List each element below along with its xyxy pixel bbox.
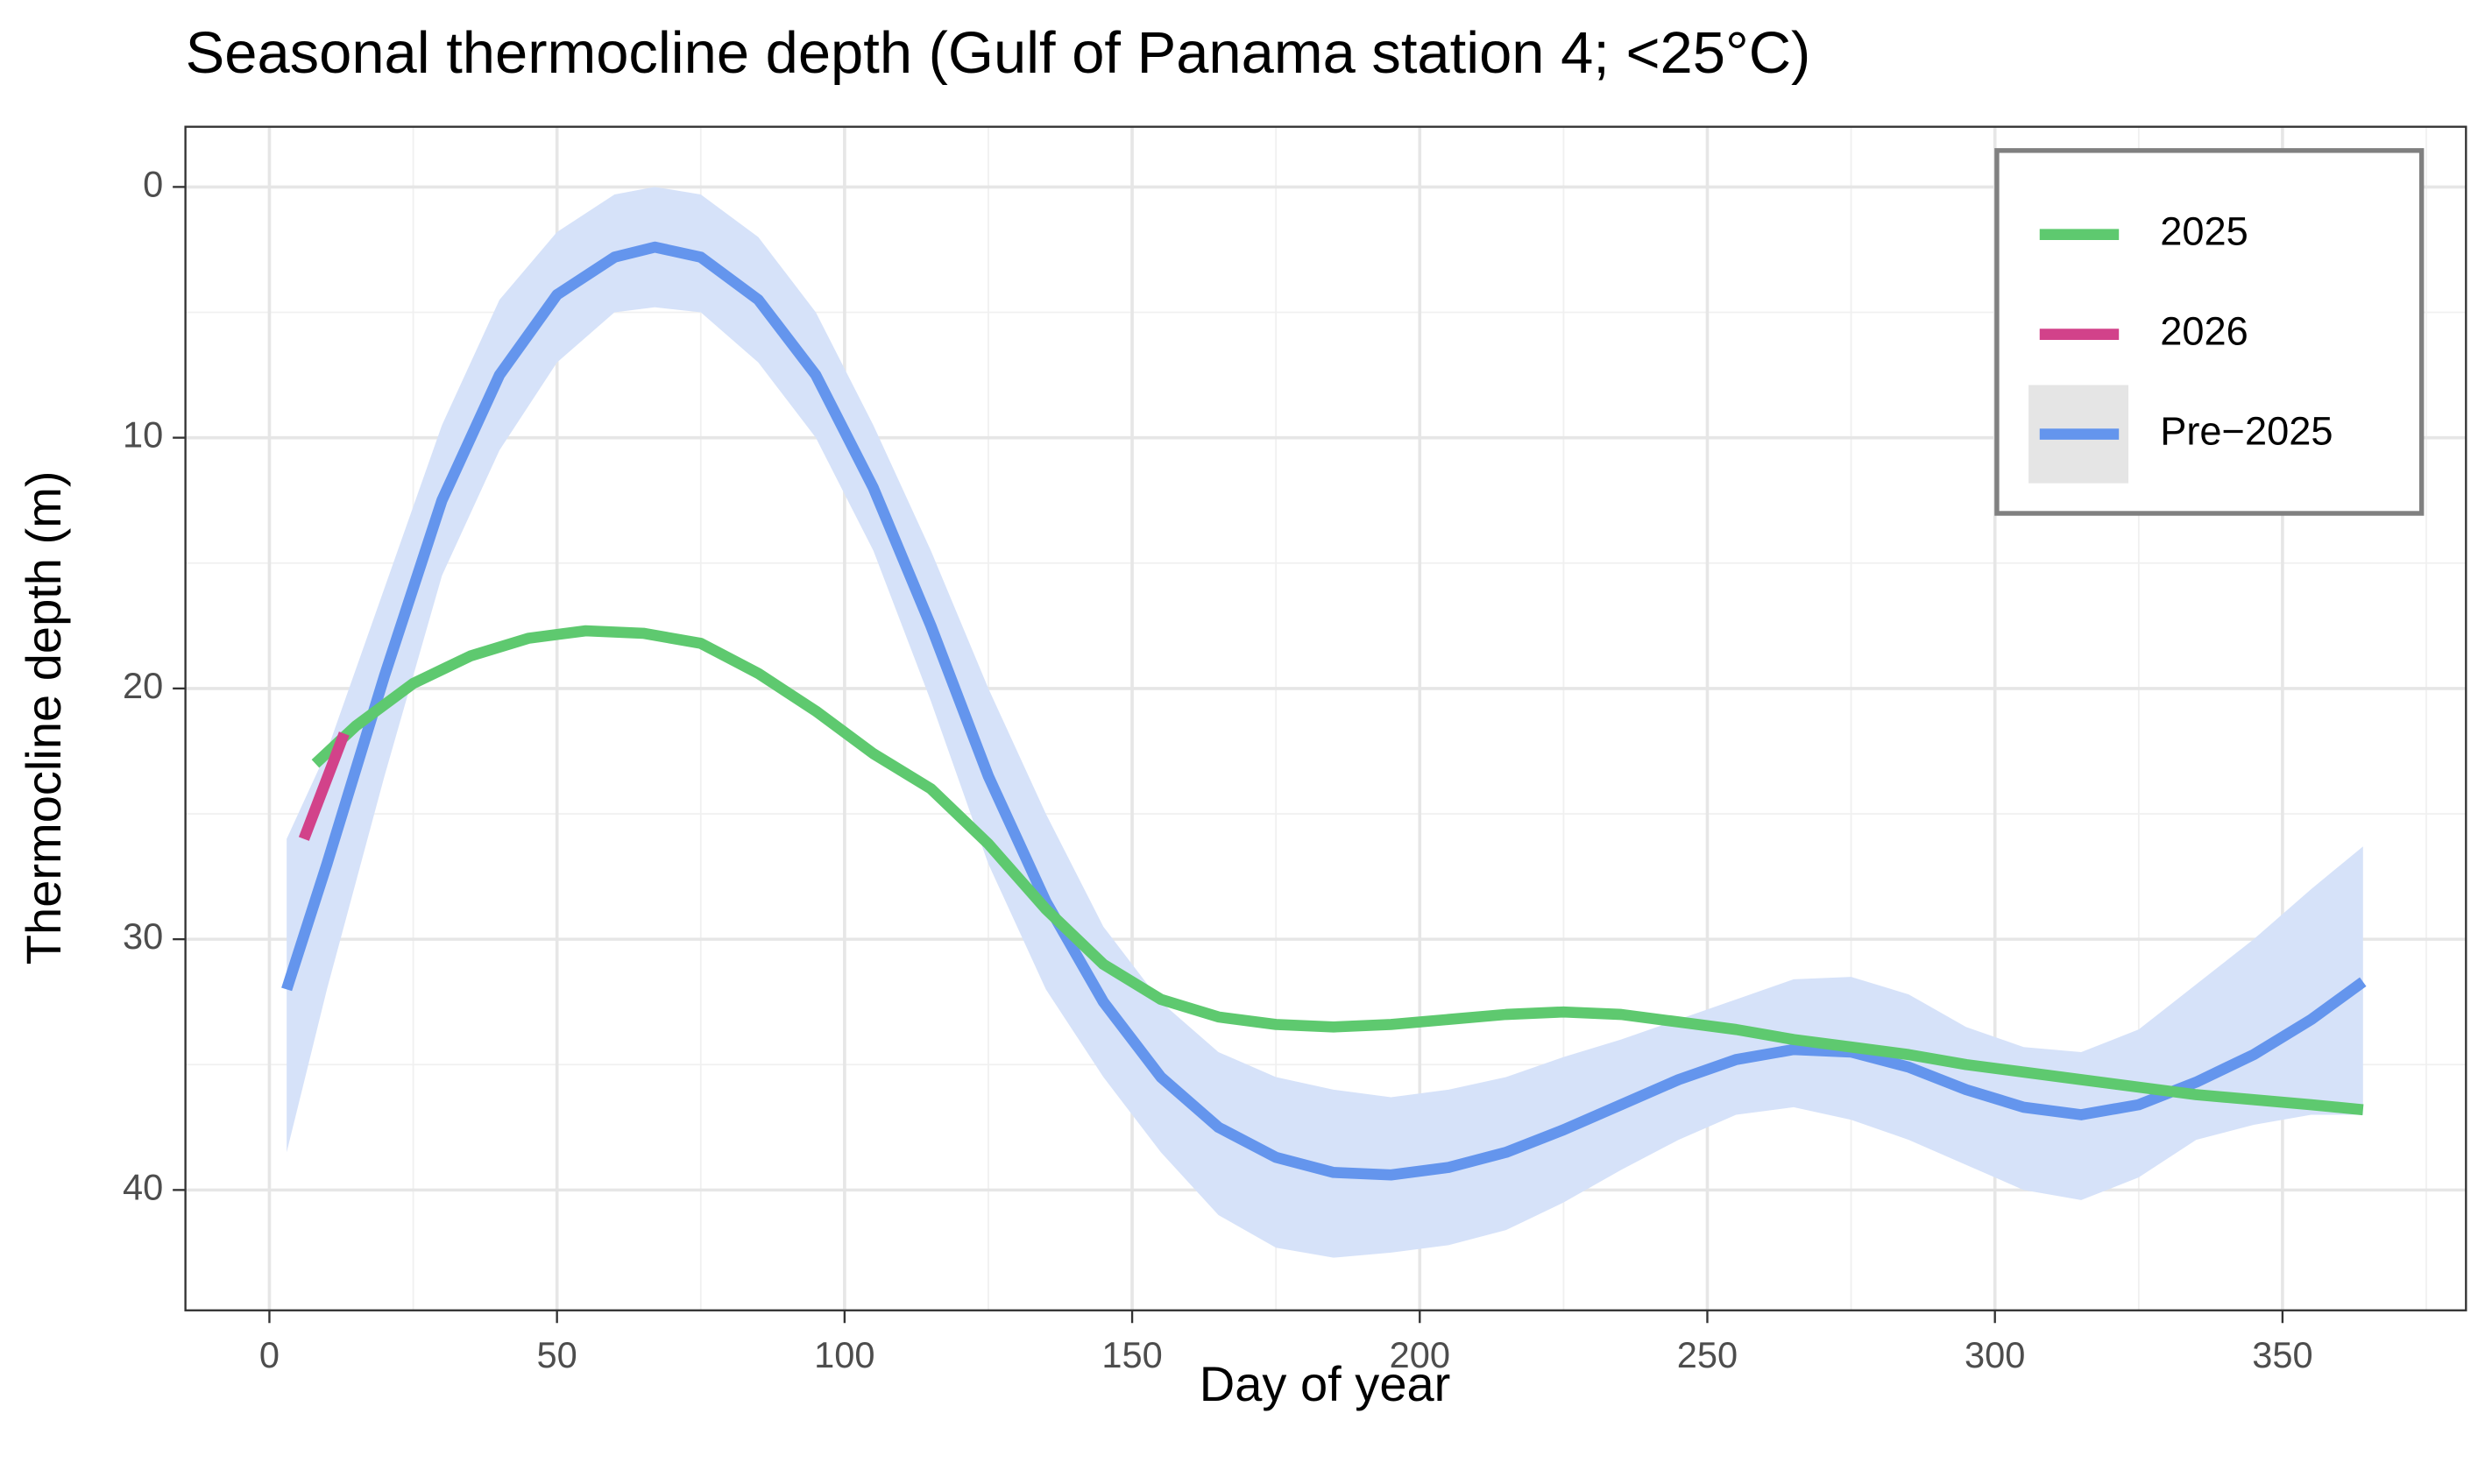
y-axis-title: Thermocline depth (m) — [16, 470, 71, 965]
axes: 0 50 100 150 200 250 300 350 0 10 20 30 40 — [123, 163, 2313, 1375]
x-tick-label: 100 — [814, 1334, 874, 1375]
chart-title: Seasonal thermocline depth (Gulf of Pana… — [186, 20, 1811, 86]
y-tick-label: 20 — [123, 665, 163, 706]
series-line — [281, 241, 2367, 1181]
x-tick-label: 300 — [1965, 1334, 2025, 1375]
plot-marks — [281, 187, 2367, 1258]
legend-label: 2026 — [2160, 309, 2248, 354]
y-tick-label: 30 — [123, 915, 163, 957]
legend-label: 2025 — [2160, 209, 2248, 254]
x-tick-label: 150 — [1101, 1334, 1162, 1375]
y-tick-label: 10 — [123, 414, 163, 456]
x-tick-label: 50 — [537, 1334, 577, 1375]
legend-label: Pre−2025 — [2160, 409, 2333, 454]
legend: 2025 2026 Pre−2025 — [1994, 148, 2425, 516]
x-tick-label: 350 — [2252, 1334, 2312, 1375]
series-line — [311, 625, 2364, 1116]
x-tick-label: 200 — [1390, 1334, 1450, 1375]
series-line — [298, 731, 350, 841]
y-tick-label: 0 — [143, 163, 163, 204]
y-tick-label: 40 — [123, 1166, 163, 1207]
x-axis-title: Day of year — [1200, 1356, 1451, 1411]
plot-border — [184, 125, 2467, 1311]
x-tick-label: 250 — [1677, 1334, 1738, 1375]
confidence-band — [287, 187, 2363, 1258]
x-tick-label: 0 — [259, 1334, 280, 1375]
